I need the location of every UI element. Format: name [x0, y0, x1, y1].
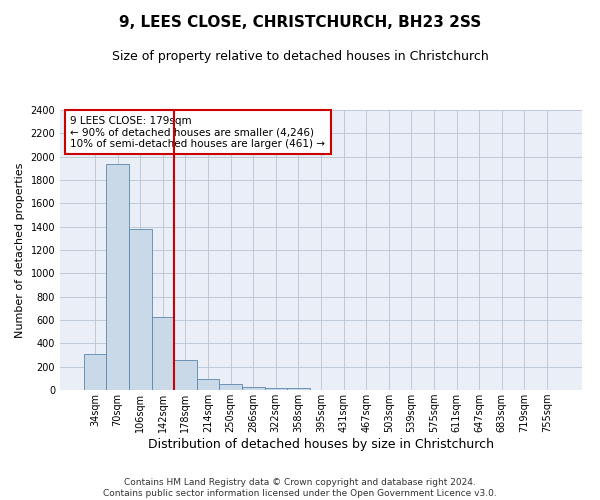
Bar [152, 316, 174, 390]
Text: Contains HM Land Registry data © Crown copyright and database right 2024.
Contai: Contains HM Land Registry data © Crown c… [103, 478, 497, 498]
Bar [287, 388, 310, 390]
Text: 9 LEES CLOSE: 179sqm
← 90% of detached houses are smaller (4,246)
10% of semi-de: 9 LEES CLOSE: 179sqm ← 90% of detached h… [70, 116, 325, 149]
Bar [220, 384, 242, 390]
Bar [84, 354, 106, 390]
Y-axis label: Number of detached properties: Number of detached properties [15, 162, 25, 338]
Bar [129, 229, 152, 390]
Bar [197, 379, 220, 390]
Bar [174, 360, 197, 390]
Text: 9, LEES CLOSE, CHRISTCHURCH, BH23 2SS: 9, LEES CLOSE, CHRISTCHURCH, BH23 2SS [119, 15, 481, 30]
Text: Size of property relative to detached houses in Christchurch: Size of property relative to detached ho… [112, 50, 488, 63]
Bar [242, 386, 265, 390]
Bar [106, 164, 129, 390]
X-axis label: Distribution of detached houses by size in Christchurch: Distribution of detached houses by size … [148, 438, 494, 451]
Bar [265, 388, 287, 390]
